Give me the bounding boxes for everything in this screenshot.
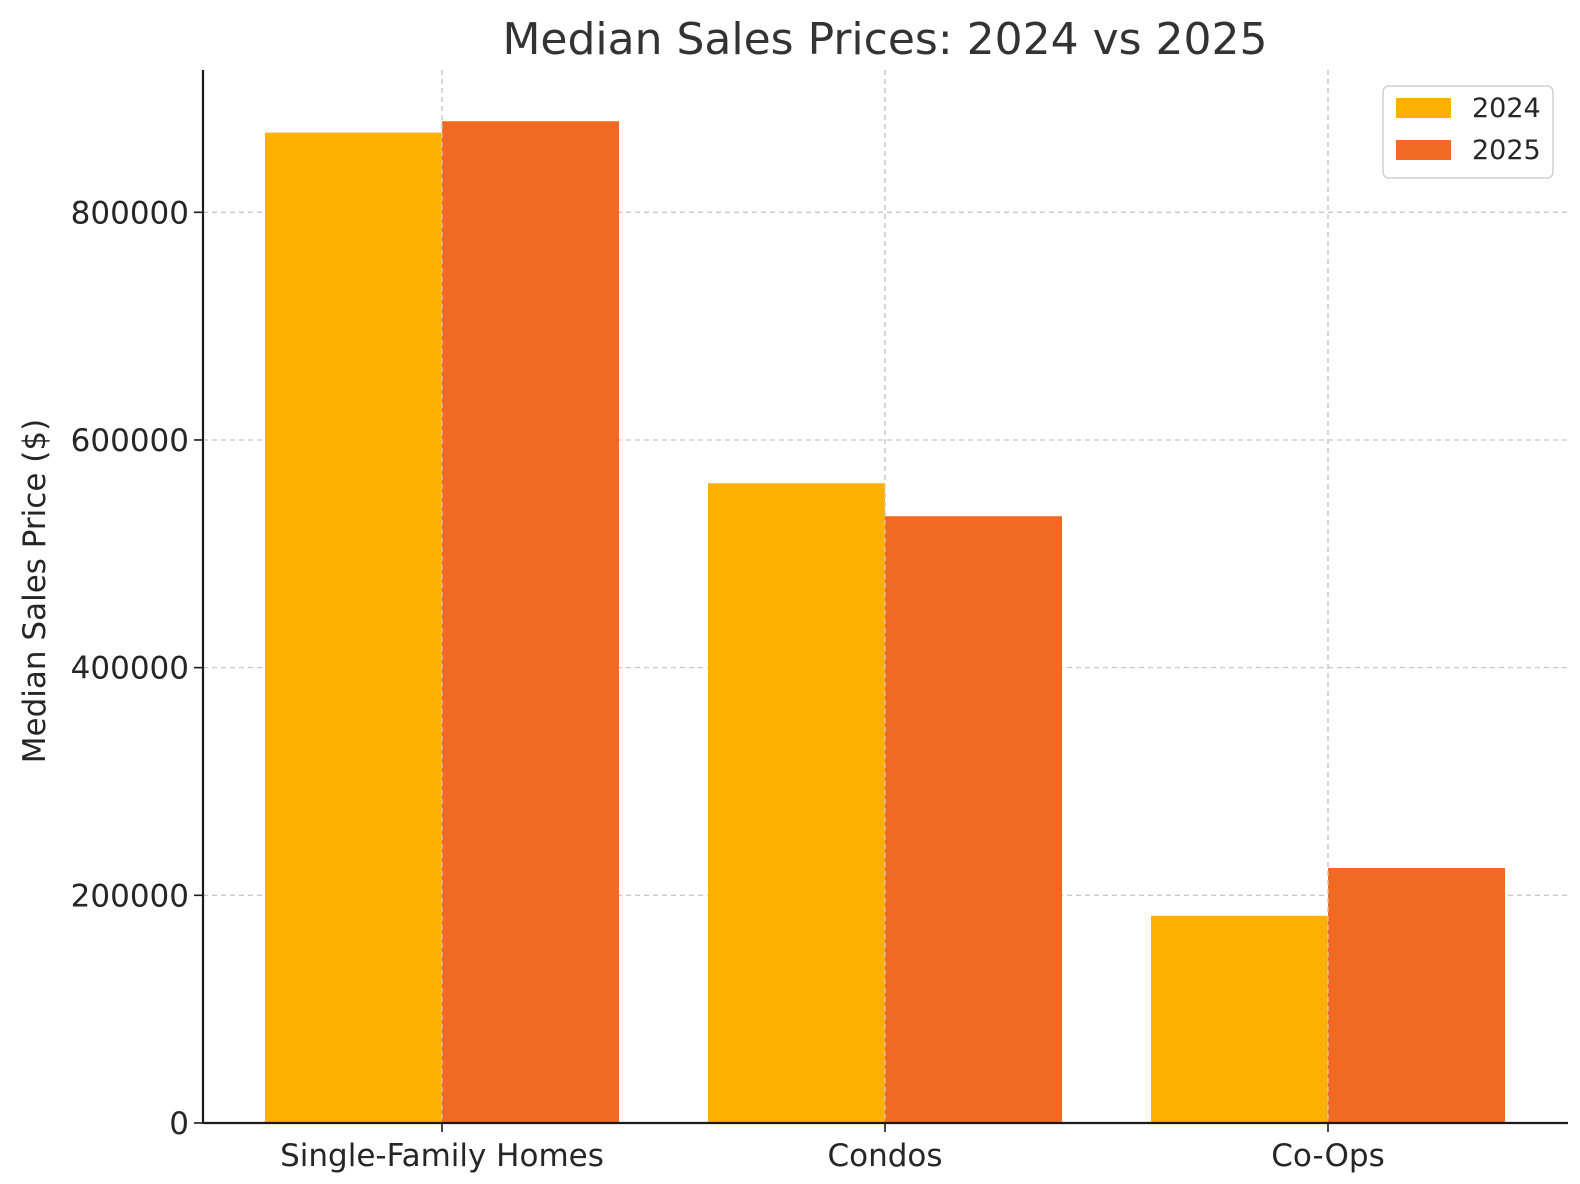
- bars: [265, 70, 1505, 1124]
- legend-swatch-2024: [1396, 98, 1451, 118]
- bar-2025-2: [1328, 868, 1505, 1123]
- y-tick-label: 800000: [71, 195, 189, 231]
- bar-2024-0: [265, 132, 442, 1123]
- bar-2024-2: [1151, 915, 1328, 1123]
- x-tick-label: Condos: [827, 1138, 942, 1174]
- y-tick-label: 600000: [71, 423, 189, 459]
- legend-label-2024: 2024: [1472, 93, 1541, 124]
- y-axis-label: Median Sales Price ($): [17, 419, 53, 763]
- y-axis-ticks: 0 200000 400000 600000 800000: [71, 195, 203, 1142]
- legend-label-2025: 2025: [1472, 135, 1541, 166]
- x-axis-ticks: Single-Family Homes Condos Co-Ops: [280, 1123, 1385, 1174]
- bar-2024-1: [708, 483, 885, 1124]
- x-tick-label: Single-Family Homes: [280, 1138, 604, 1174]
- bar-2025-0: [442, 121, 619, 1123]
- y-tick-label: 0: [169, 1106, 189, 1142]
- y-tick-label: 400000: [71, 651, 189, 687]
- y-tick-label: 200000: [71, 878, 189, 914]
- chart-title: Median Sales Prices: 2024 vs 2025: [502, 14, 1267, 65]
- legend-swatch-2025: [1396, 140, 1451, 160]
- legend: 2024 2025: [1382, 85, 1554, 179]
- bar-2025-1: [885, 516, 1062, 1123]
- x-tick-label: Co-Ops: [1271, 1138, 1384, 1174]
